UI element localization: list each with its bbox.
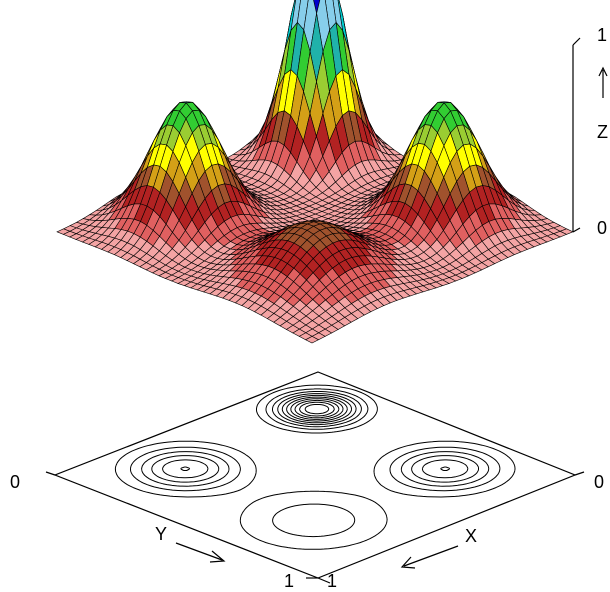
contour-plot-frame	[45, 371, 585, 584]
contour-tick-label-left: 0	[10, 472, 20, 492]
surface-plot	[56, 0, 574, 344]
contour-line	[130, 388, 501, 538]
contour-line	[141, 391, 490, 487]
surface-facet	[304, 336, 320, 344]
contour-line	[151, 393, 479, 483]
z-axis: 1 0 Z	[572, 25, 608, 238]
contour-lines	[114, 384, 516, 550]
z-tick-label-bottom: 0	[597, 218, 607, 238]
y-tick-label-far: 1	[284, 571, 294, 591]
contour-tick-bottom-right	[317, 577, 331, 584]
contour-tick-right	[574, 471, 585, 476]
contour-line	[114, 384, 516, 550]
contour-line	[162, 394, 469, 479]
contour-axis-labels: 0 0 Y X 1 1	[10, 472, 604, 591]
z-arrow-head	[598, 66, 608, 77]
x-tick-label-far: 1	[327, 571, 337, 591]
z-tick-label-top: 1	[597, 25, 607, 45]
contour-line	[180, 396, 451, 471]
z-axis-label: Z	[597, 122, 608, 142]
contour-line	[304, 404, 330, 415]
x-direction-arrowhead	[400, 556, 416, 569]
y-direction-arrow	[175, 542, 223, 561]
contour-tick-left	[45, 471, 56, 476]
x-direction-arrow	[403, 545, 459, 567]
y-direction-arrowhead	[209, 550, 226, 563]
contour-line	[294, 399, 340, 419]
contour-line	[290, 398, 344, 420]
contour-line	[299, 401, 335, 417]
x-axis-label: X	[465, 526, 477, 546]
contour-tick-label-right: 0	[594, 472, 604, 492]
y-axis-label: Y	[155, 524, 167, 544]
z-axis-tick-bottom	[572, 227, 581, 233]
z-axis-tick-top	[572, 37, 581, 46]
